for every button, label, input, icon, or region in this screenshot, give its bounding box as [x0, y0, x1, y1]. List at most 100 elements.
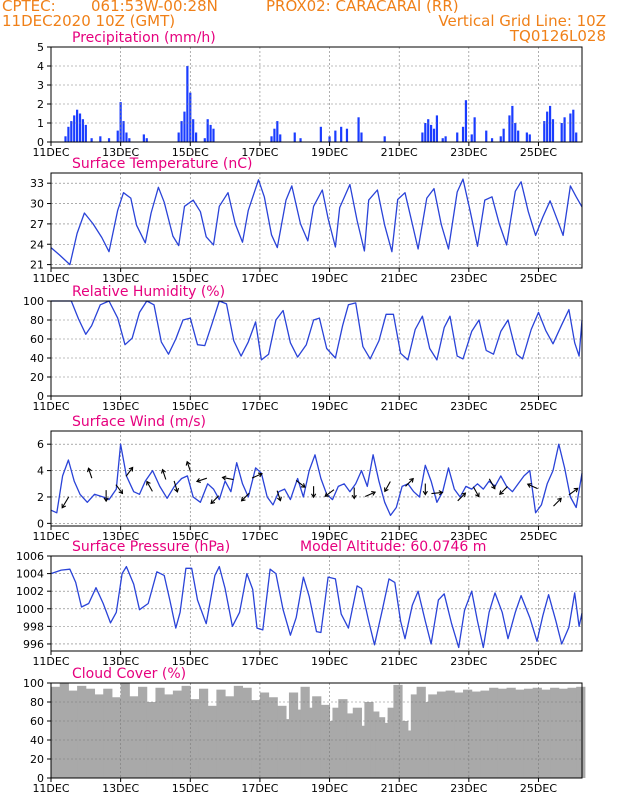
bar — [370, 711, 380, 778]
y-tick-label: 27 — [30, 218, 44, 231]
wind-vector — [240, 492, 250, 502]
x-tick-label: 15DEC — [172, 782, 209, 795]
bar — [435, 115, 439, 142]
bar — [563, 117, 566, 142]
bar — [111, 697, 122, 778]
x-tick-label: 17DEC — [241, 530, 278, 543]
wind-vector — [61, 496, 70, 509]
bar — [497, 688, 508, 778]
bar — [357, 117, 360, 142]
x-tick-label: 25DEC — [520, 272, 557, 285]
y-tick-label: 33 — [30, 177, 44, 190]
x-tick-label: 17DEC — [241, 400, 278, 413]
bar — [279, 134, 282, 142]
bar — [523, 688, 534, 778]
bar — [212, 128, 215, 142]
bar — [273, 128, 276, 142]
bar — [288, 692, 299, 778]
plot-area — [51, 301, 582, 396]
bar — [125, 132, 128, 142]
chart-panel-5: 996 998 1000 1002 1004 1006 11DEC 13DEC 15DEC 17D… — [16, 539, 583, 668]
bar — [198, 688, 209, 778]
wind-vector — [488, 478, 496, 490]
wind-vector — [472, 486, 480, 498]
x-tick-label: 21DEC — [381, 782, 418, 795]
bar — [164, 694, 174, 778]
wind-vector — [161, 468, 167, 480]
x-tick-label: 13DEC — [102, 782, 139, 795]
bar — [567, 687, 577, 778]
bar — [421, 132, 424, 142]
bar — [181, 685, 191, 778]
bar — [107, 138, 111, 142]
bar — [345, 128, 349, 142]
x-tick-label: 21DEC — [381, 530, 418, 543]
bar — [358, 725, 368, 778]
wind-vector — [115, 484, 124, 495]
bar — [490, 138, 494, 142]
x-tick-label: 25DEC — [520, 655, 557, 668]
x-tick-label: 19DEC — [311, 146, 348, 159]
bar — [145, 138, 148, 142]
wind-vector — [87, 467, 93, 479]
x-tick-label: 13DEC — [102, 530, 139, 543]
x-tick-label: 17DEC — [241, 782, 278, 795]
bar — [306, 707, 316, 778]
bar — [424, 123, 427, 142]
bar — [81, 119, 85, 142]
bar — [259, 692, 270, 778]
x-tick-label: 13DEC — [102, 272, 139, 285]
bar — [334, 130, 337, 142]
bar — [393, 684, 403, 778]
plot-area — [51, 431, 582, 526]
plot-frame — [50, 300, 583, 397]
x-tick-label: 25DEC — [520, 400, 557, 413]
x-tick-label: 19DEC — [311, 530, 348, 543]
y-tick-label: 0 — [37, 390, 44, 403]
bar — [541, 689, 551, 778]
y-tick-label: 0 — [37, 772, 44, 785]
x-tick-label: 21DEC — [381, 400, 418, 413]
bar — [251, 700, 261, 778]
y-tick-label: 6 — [37, 438, 44, 451]
x-tick-label: 19DEC — [311, 400, 348, 413]
chart-panel-1: 0 1 2 3 4 5 11DEC 13DEC 15DEC 17DEC 19DEC 21DEC 23DE… — [32, 30, 583, 159]
bar — [551, 119, 555, 142]
bar — [502, 128, 505, 142]
x-tick-label: 17DEC — [241, 272, 278, 285]
x-tick-label: 23DEC — [450, 655, 487, 668]
x-tick-label: 23DEC — [450, 782, 487, 795]
bar — [517, 130, 520, 142]
bar — [511, 105, 514, 142]
y-tick-label: 1004 — [16, 568, 44, 581]
series-line — [50, 443, 583, 517]
header-station: PROX02: CARACARAI (RR) — [266, 0, 459, 15]
bar — [514, 123, 517, 142]
x-tick-label: 15DEC — [172, 400, 209, 413]
y-tick-label: 40 — [30, 734, 44, 747]
bar — [576, 686, 586, 778]
bar — [120, 683, 130, 778]
bar — [560, 123, 563, 142]
plot-frame — [50, 46, 583, 143]
bar — [340, 126, 343, 142]
x-tick-label: 11DEC — [32, 655, 69, 668]
bar — [427, 119, 430, 142]
bar — [445, 690, 455, 778]
bar — [128, 138, 131, 142]
x-tick-label: 19DEC — [311, 782, 348, 795]
bar — [189, 92, 192, 142]
bar — [203, 138, 206, 142]
wind-vector — [221, 475, 234, 481]
header-location: 061:53W-00:28N — [91, 0, 218, 15]
bar — [194, 132, 198, 142]
bar — [405, 730, 415, 778]
x-tick-label: 15DEC — [172, 272, 209, 285]
wind-vector — [526, 483, 538, 490]
y-tick-label: 0 — [37, 517, 44, 530]
bar — [430, 124, 433, 142]
x-tick-label: 19DEC — [311, 272, 348, 285]
wind-vector — [431, 490, 444, 496]
bar — [319, 126, 322, 142]
plot-area — [51, 47, 582, 142]
